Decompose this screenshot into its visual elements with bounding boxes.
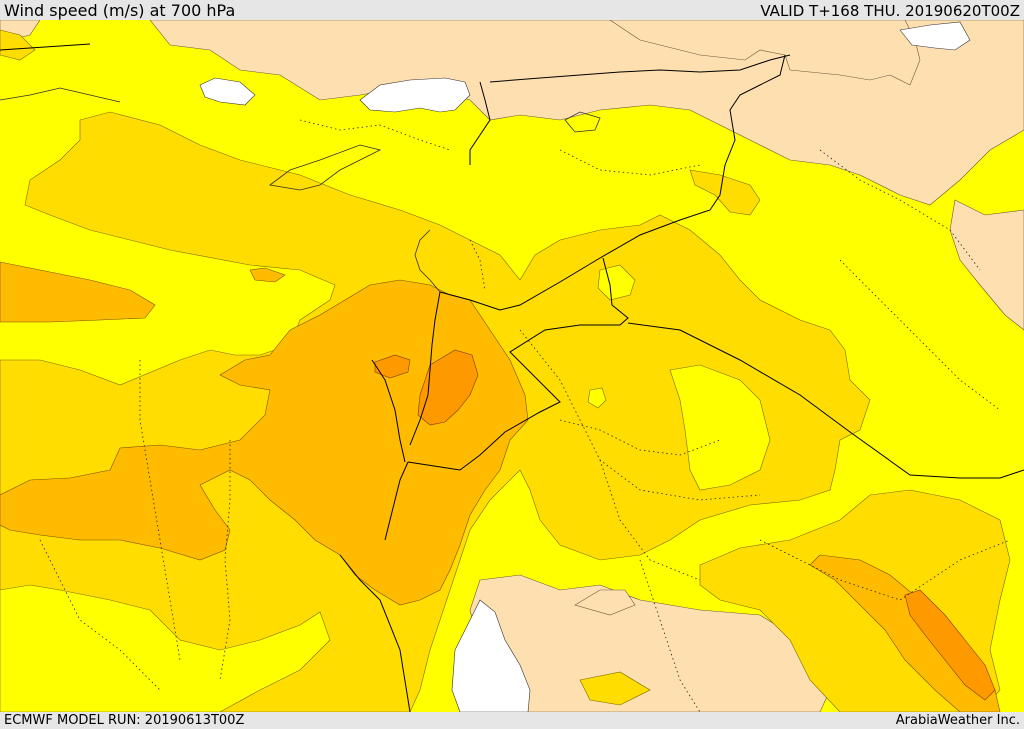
footer-bar: ECMWF MODEL RUN: 20190613T00Z ArabiaWeat… [0,712,1024,729]
valid-time: VALID T+168 THU. 20190620T00Z [760,2,1020,20]
land-areas [0,20,1024,712]
band-lowest-holes [0,264,771,712]
wind-speed-map [0,20,1024,712]
admin-borders [39,119,1011,712]
coastlines [0,87,601,293]
sea-areas [199,21,971,712]
band-4 [374,349,996,701]
header-bar: Wind speed (m/s) at 700 hPa VALID T+168 … [0,0,1024,20]
map-title: Wind speed (m/s) at 700 hPa [4,1,236,20]
country-borders [0,43,1024,712]
model-run-label: ECMWF MODEL RUN: 20190613T00Z [4,713,245,728]
credit-label: ArabiaWeather Inc. [895,713,1020,728]
